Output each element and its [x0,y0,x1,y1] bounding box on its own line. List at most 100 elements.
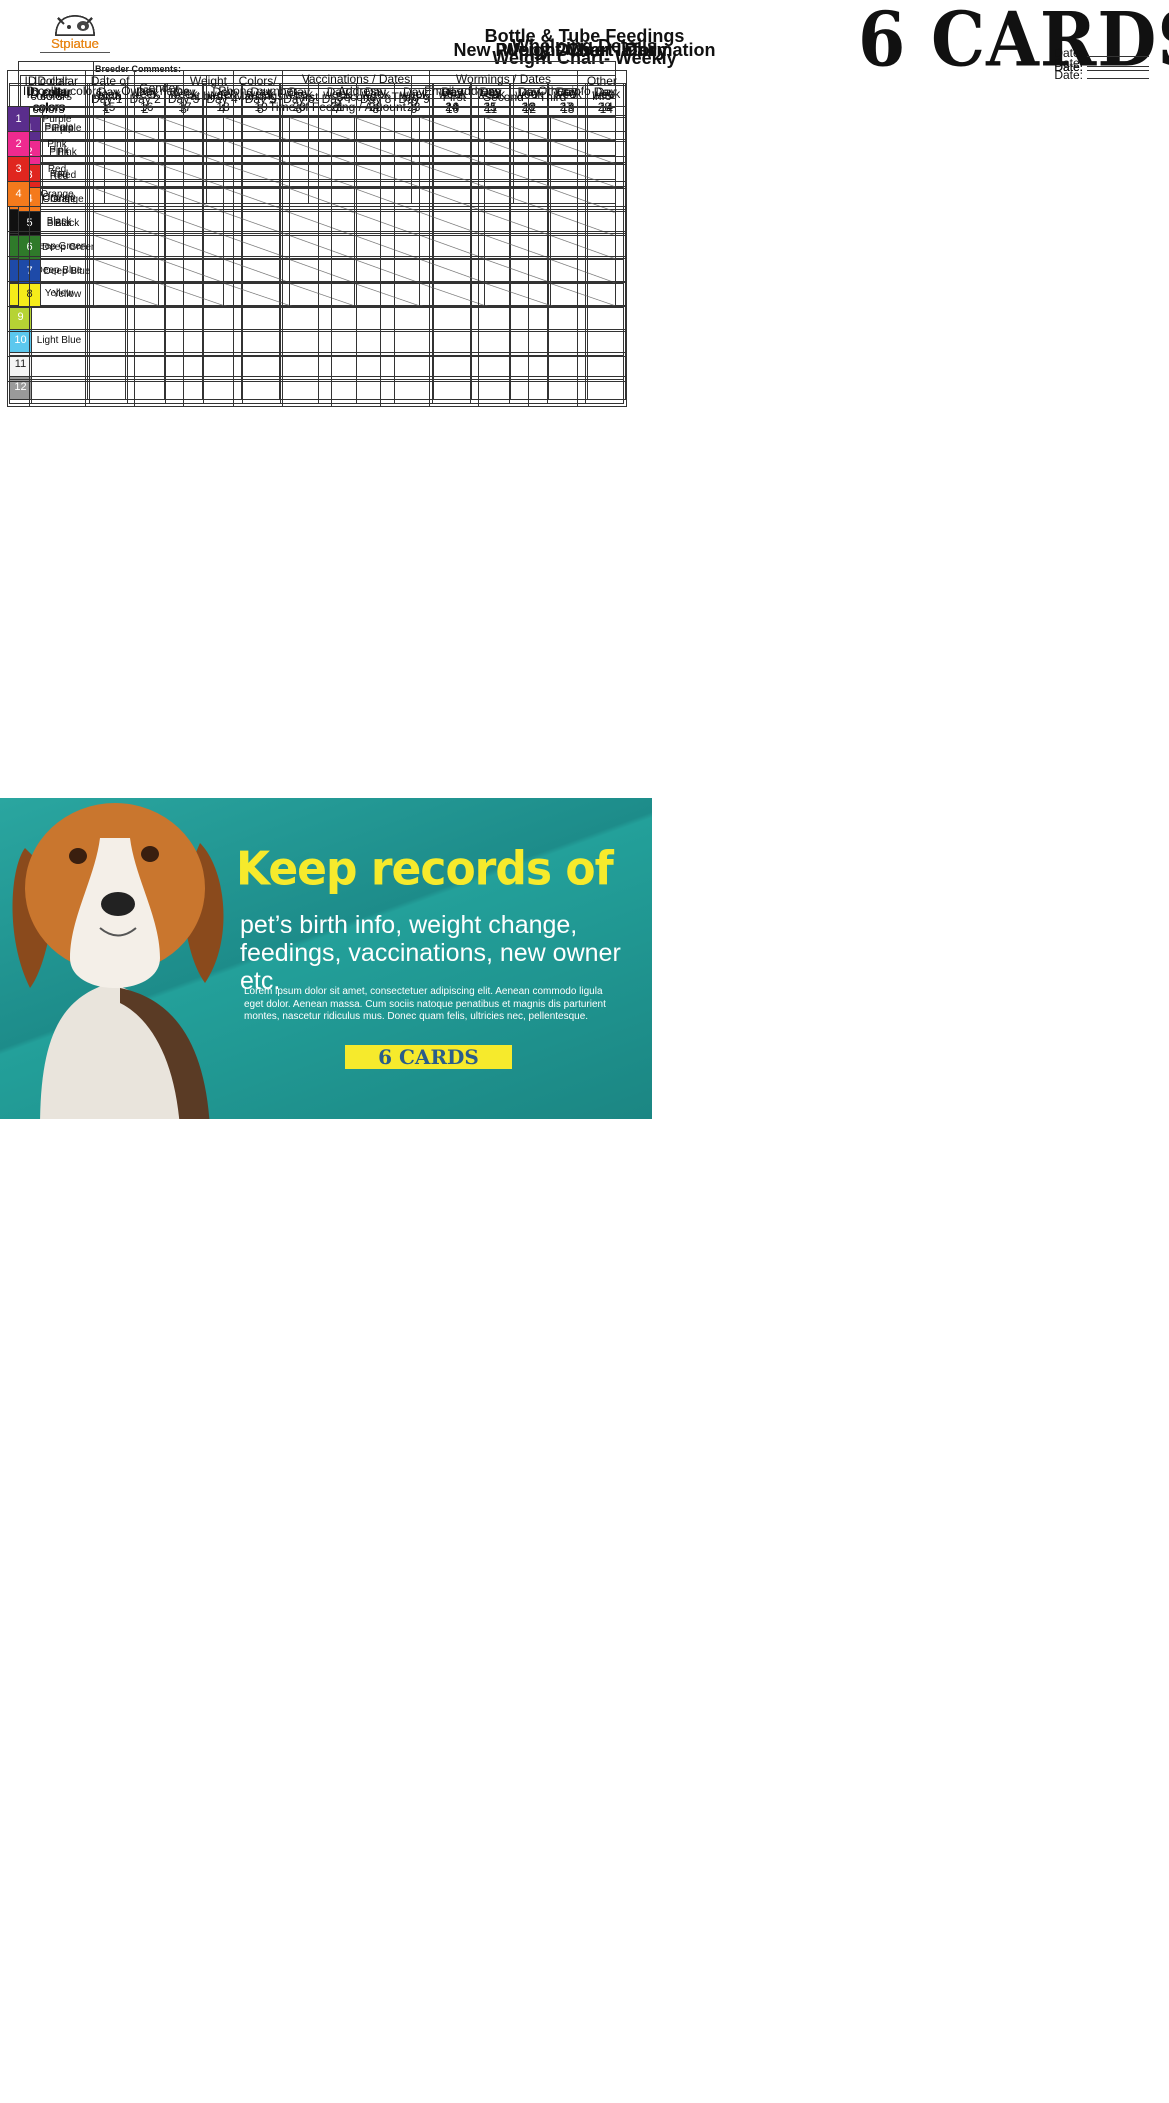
cell [380,231,431,257]
cell [478,256,529,282]
cell [330,206,382,232]
sub-column: Second [330,88,382,107]
cell [478,206,529,232]
cell [134,181,185,207]
card-title: Whelping Details [511,36,657,56]
banner-body: pet’s birth info, weight change, feeding… [240,911,621,995]
cell [527,181,578,207]
sub-column: First [281,88,332,107]
cell [380,281,431,307]
cell [281,381,332,407]
cell [576,131,628,157]
cell [28,356,87,382]
cell [134,331,185,357]
cell [429,231,480,257]
cell [380,381,431,407]
cell [232,256,283,282]
cell [134,156,185,182]
banner: Keep records of pet’s birth info, weight… [0,798,652,1119]
cell [28,381,87,407]
cell [183,181,234,207]
cell [28,306,87,332]
collar-name: Pink [28,131,87,157]
collar-number: 3 [7,156,30,182]
date-label: Date: [1054,56,1083,70]
cell [527,131,578,157]
cell [281,356,332,382]
cell [85,331,136,357]
date: Date: [1054,68,1149,82]
cell [576,256,628,282]
sub-column: First [429,88,480,107]
cell [134,356,185,382]
cell [330,181,382,207]
cell [183,281,234,307]
blank-row [7,231,628,257]
collar-name: Purple [28,106,87,132]
cell [232,206,283,232]
column-header: Date of birth [85,70,136,107]
cell [7,381,30,407]
cell [183,256,234,282]
cell [380,131,431,157]
cell [527,156,578,182]
cell [134,131,185,157]
cell [232,356,283,382]
cell [330,156,382,182]
cell [183,231,234,257]
cell [7,281,30,307]
cell [429,356,480,382]
cell [380,206,431,232]
cell [85,181,136,207]
cell [134,206,185,232]
dog-illustration [12,803,224,1119]
blank-row [7,331,628,357]
cell [429,106,480,132]
cell [7,206,30,232]
card-title: Weight Chart- Daily [501,40,668,60]
blank-row [7,256,628,282]
cell [429,381,480,407]
header-row: ID collar colors Date of birth Gender Weigh… [6,70,628,107]
cell [576,356,628,382]
banner-button: 6 CARDS [345,1045,512,1069]
cell [380,181,431,207]
cell [576,231,628,257]
cell [183,206,234,232]
collar-number: 1 [7,106,30,132]
cell [7,256,30,282]
cell [134,106,185,132]
logo-icon [55,15,95,36]
date-label: Date: [1054,60,1083,74]
cell [28,256,87,282]
cell [85,281,136,307]
cell [330,131,382,157]
cell [478,231,529,257]
cell [281,156,332,182]
cell [85,156,136,182]
cell [281,231,332,257]
card: Stpiatue New Puppy Owner Information Date:… [0,15,1149,1346]
card-title: Weight Chart- Daily [501,40,668,60]
collar-name: Red [28,156,87,182]
blank-row [7,356,628,382]
cell [183,381,234,407]
sub-column: Second [478,88,529,107]
column-header: Colors/ Markings [232,70,283,107]
cell [183,331,234,357]
cell [478,131,529,157]
date-label: Date: [1054,60,1083,74]
cell [576,381,628,407]
cell [28,231,87,257]
cell [85,231,136,257]
cell [380,256,431,282]
cell [380,156,431,182]
cell [576,156,628,182]
column-group: Vaccinations / Dates [281,70,431,89]
date: Date: [1054,60,1149,74]
blank-row [7,306,628,332]
card: Stpiatue Bottle & Tube Feedings Date: ID co… [0,15,1149,1666]
